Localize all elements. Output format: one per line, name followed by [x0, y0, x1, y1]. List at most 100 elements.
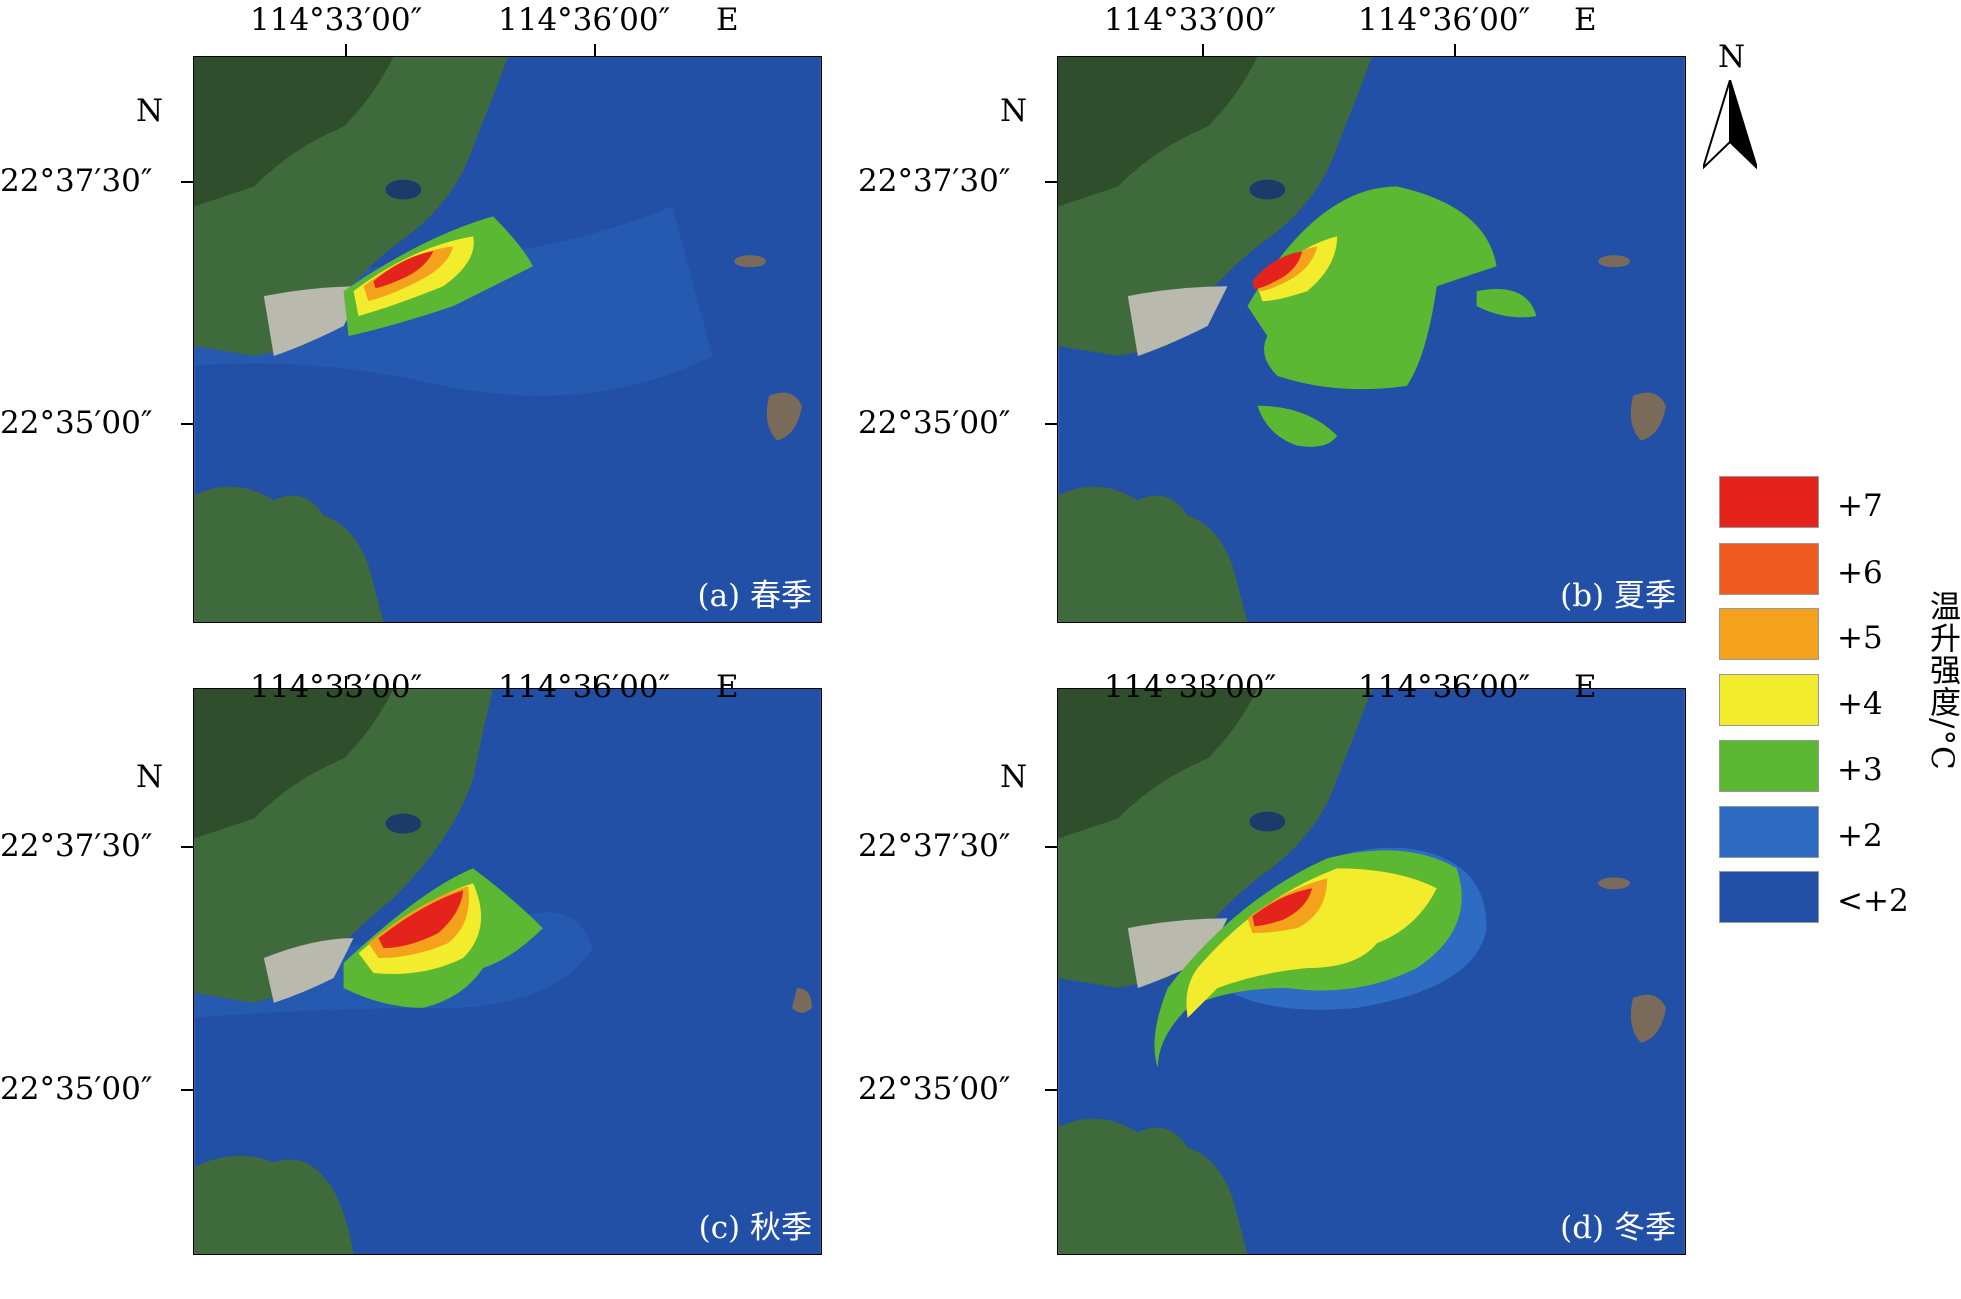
island-east [791, 987, 812, 1013]
lon-label-2-c: 114°36′00″ [498, 669, 671, 705]
north-arrow-label: N [1718, 39, 1746, 75]
plume-7 [1252, 251, 1303, 290]
tick-lon1-b [1202, 44, 1204, 56]
tick-lat1-b [1045, 181, 1057, 183]
tick-lat1-a [181, 181, 193, 183]
caption-c: (c) 秋季 [698, 1210, 812, 1246]
lat-label-2-a: 22°35′00″ [0, 405, 153, 441]
plume-7 [373, 251, 434, 289]
island-east-2 [734, 255, 767, 268]
land-north-shade [194, 689, 394, 839]
panel-a: (a) 春季 [193, 56, 822, 623]
map-a [193, 56, 822, 623]
tick-lon2-b [1454, 44, 1456, 56]
lat-label-2-c: 22°35′00″ [0, 1071, 153, 1107]
legend-swatch-5 [1719, 608, 1819, 660]
legend-label-2: +2 [1837, 818, 1883, 854]
island-east-1 [766, 392, 802, 441]
north-label-b: N [1000, 93, 1028, 129]
reservoir [1249, 811, 1286, 832]
lon-label-2-a: 114°36′00″ [498, 2, 671, 38]
lat-label-2-b: 22°35′00″ [858, 405, 1011, 441]
island-east-1 [1630, 392, 1666, 441]
land-southwest [1058, 1118, 1248, 1254]
east-label-b: E [1574, 2, 1597, 38]
lat-label-1-b: 22°37′30″ [858, 163, 1011, 199]
lon-label-1-a: 114°33′00″ [250, 2, 423, 38]
tick-lon1-a [345, 44, 347, 56]
tick-lon1-d [1202, 676, 1204, 688]
plume-4 [1186, 868, 1437, 1018]
tick-lat1-c [181, 846, 193, 848]
land-southwest [194, 486, 384, 622]
tick-lon2-a [594, 44, 596, 56]
land-north-shade [1058, 57, 1258, 207]
plume-3-patch-2 [1257, 405, 1338, 447]
panel-c: (c) 秋季 [193, 688, 822, 1255]
panel-d: (d) 冬季 [1057, 688, 1686, 1255]
tick-lon2-c [594, 676, 596, 688]
plume-3-patch-1 [1476, 288, 1537, 318]
reservoir [385, 813, 422, 834]
lon-label-2-b: 114°36′00″ [1358, 2, 1531, 38]
plume-3 [1247, 186, 1497, 390]
legend-swatch-4 [1719, 674, 1819, 726]
caption-b: (b) 夏季 [1560, 578, 1676, 614]
east-label-c: E [716, 669, 739, 705]
panel-b: (b) 夏季 [1057, 56, 1686, 623]
caption-a: (a) 春季 [697, 578, 812, 614]
north-label-c: N [136, 759, 164, 795]
legend-swatch-lt2 [1719, 871, 1819, 923]
east-label-d: E [1574, 669, 1597, 705]
map-b [1057, 56, 1686, 623]
tick-lat2-d [1045, 1089, 1057, 1091]
tick-lat2-c [181, 1089, 193, 1091]
reservoir [1249, 179, 1286, 200]
legend-swatch-6 [1719, 543, 1819, 595]
island-east-2 [1598, 255, 1631, 268]
lon-label-1-c: 114°33′00″ [250, 669, 423, 705]
reservoir [385, 179, 422, 200]
caption-d: (d) 冬季 [1560, 1210, 1676, 1246]
legend-label-lt2: <+2 [1837, 883, 1909, 919]
tick-lat2-a [181, 423, 193, 425]
plant-site [263, 938, 354, 1003]
island-east-2 [1598, 877, 1631, 890]
land-southwest [194, 1155, 354, 1254]
lon-label-1-b: 114°33′00″ [1104, 2, 1277, 38]
north-arrow-icon [1703, 80, 1757, 170]
plant-site [1127, 286, 1228, 356]
legend-title: 温升强度/°C [1924, 590, 1960, 771]
land-north-shade [194, 57, 394, 207]
legend-label-5: +5 [1837, 620, 1883, 656]
land-southwest [1058, 486, 1248, 622]
legend-swatch-7 [1719, 476, 1819, 528]
legend-swatch-2 [1719, 806, 1819, 858]
east-label-a: E [716, 2, 739, 38]
plant-site [263, 286, 364, 356]
plume-7 [1252, 888, 1313, 927]
lon-label-2-d: 114°36′00″ [1358, 669, 1531, 705]
tick-lat2-b [1045, 423, 1057, 425]
legend-label-7: +7 [1837, 488, 1883, 524]
map-d [1057, 688, 1686, 1255]
lat-label-2-d: 22°35′00″ [858, 1071, 1011, 1107]
tick-lon1-c [345, 676, 347, 688]
legend-label-3: +3 [1837, 752, 1883, 788]
island-east-1 [1630, 994, 1666, 1043]
north-label-a: N [136, 93, 164, 129]
lat-label-1-d: 22°37′30″ [858, 828, 1011, 864]
legend-label-6: +6 [1837, 555, 1883, 591]
lon-label-1-d: 114°33′00″ [1104, 669, 1277, 705]
map-c [193, 688, 822, 1255]
plant-site [1127, 918, 1228, 988]
tick-lat1-d [1045, 846, 1057, 848]
tick-lon2-d [1454, 676, 1456, 688]
north-label-d: N [1000, 759, 1028, 795]
legend-swatch-3 [1719, 740, 1819, 792]
plume-7 [378, 890, 464, 949]
lat-label-1-c: 22°37′30″ [0, 828, 153, 864]
land-north-shade [1058, 689, 1258, 839]
legend-label-4: +4 [1837, 686, 1883, 722]
lat-label-1-a: 22°37′30″ [0, 163, 153, 199]
